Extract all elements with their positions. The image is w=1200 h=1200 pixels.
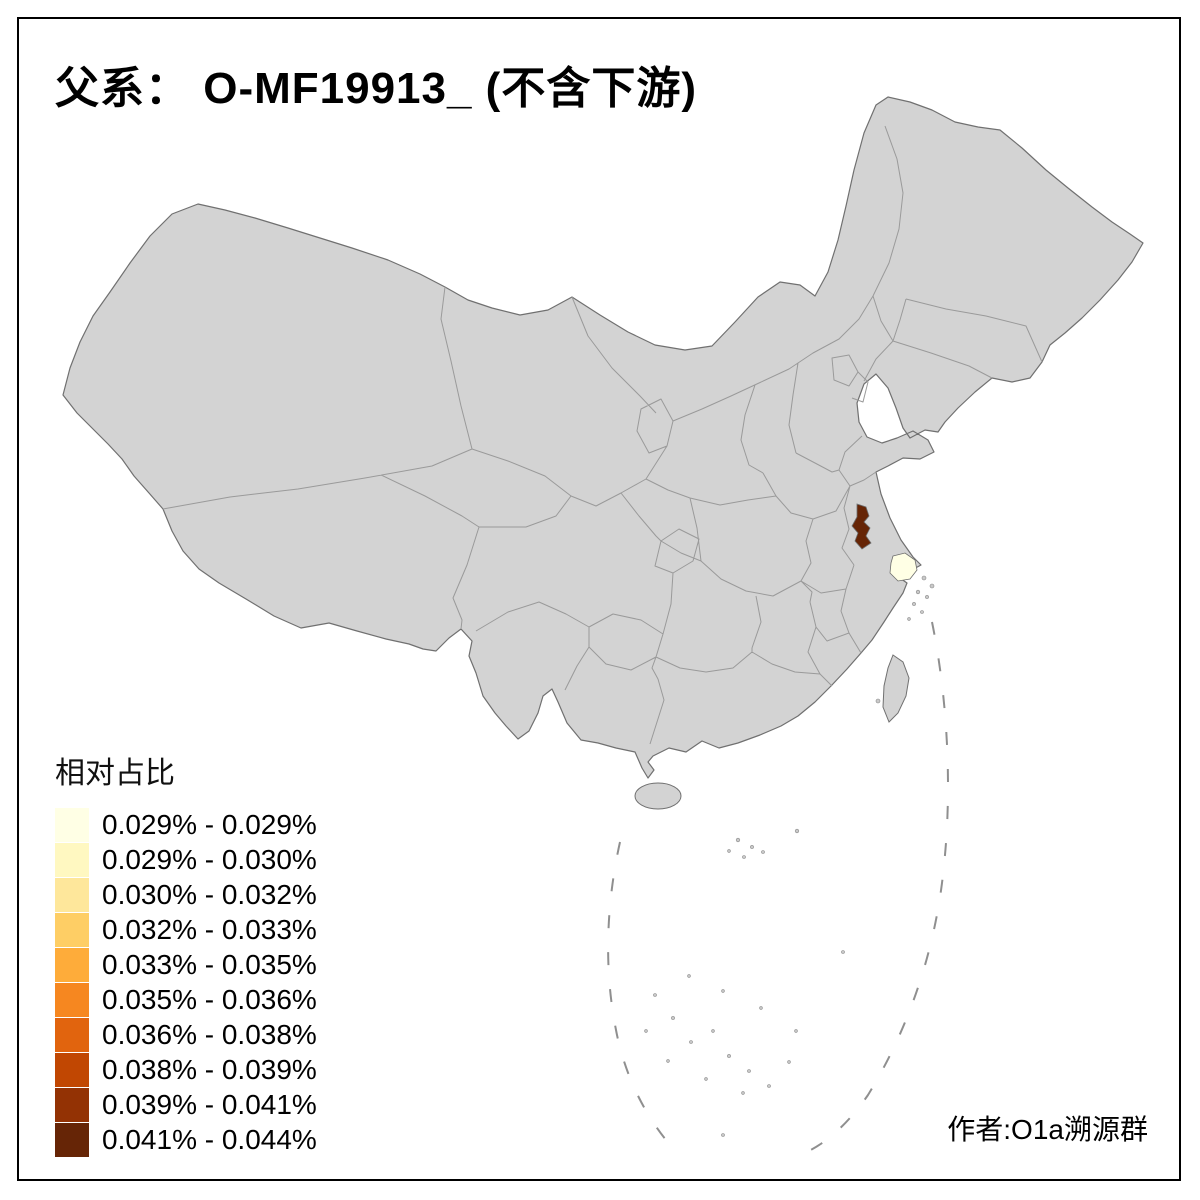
legend-item-label: 0.032% - 0.033% [102,913,317,945]
legend-swatch [55,1052,89,1087]
author-credit: 作者:O1a溯源群 [947,1114,1148,1145]
legend-item: 0.041% - 0.044% [55,1122,317,1157]
china-mainland-shape [62,96,1144,779]
legend-item: 0.029% - 0.030% [55,842,317,877]
legend-swatch [55,1087,89,1122]
legend-item-label: 0.029% - 0.030% [102,843,317,875]
legend-swatch [55,807,89,842]
taiwan-island [882,654,910,723]
legend-item: 0.035% - 0.036% [55,982,317,1017]
legend-item: 0.039% - 0.041% [55,1087,317,1122]
legend-item: 0.038% - 0.039% [55,1052,317,1087]
legend-swatch [55,877,89,912]
legend-swatch [55,982,89,1017]
legend-item: 0.029% - 0.029% [55,807,317,842]
legend-swatch [55,1017,89,1052]
province-borders [162,125,1043,745]
legend-swatch [55,912,89,947]
legend-item-label: 0.029% - 0.029% [102,808,317,840]
legend-swatch [55,842,89,877]
page-title: 父系： O-MF19913_ (不含下游) [55,64,697,113]
legend: 相对占比 0.029% - 0.029% 0.029% - 0.030% 0.0… [55,748,317,1157]
south-china-sea-islands [644,828,845,1137]
nine-dash-line-west [607,841,667,1141]
coastal-islands [875,575,935,704]
legend-item-label: 0.038% - 0.039% [102,1053,317,1085]
legend-swatch [55,1122,89,1157]
legend-item: 0.030% - 0.032% [55,877,317,912]
legend-item-label: 0.041% - 0.044% [102,1123,317,1155]
legend-item-label: 0.035% - 0.036% [102,983,317,1015]
highlight-region-min [889,552,918,582]
legend-item-label: 0.033% - 0.035% [102,948,317,980]
legend-item-label: 0.036% - 0.038% [102,1018,317,1050]
legend-item: 0.036% - 0.038% [55,1017,317,1052]
legend-item: 0.032% - 0.033% [55,912,317,947]
legend-title: 相对占比 [55,757,175,790]
legend-swatch [55,947,89,982]
hainan-island [634,782,682,810]
legend-item-label: 0.039% - 0.041% [102,1088,317,1120]
nine-dash-line-east [801,621,949,1155]
highlight-region-max [851,503,872,550]
legend-item: 0.033% - 0.035% [55,947,317,982]
legend-item-label: 0.030% - 0.032% [102,878,317,910]
